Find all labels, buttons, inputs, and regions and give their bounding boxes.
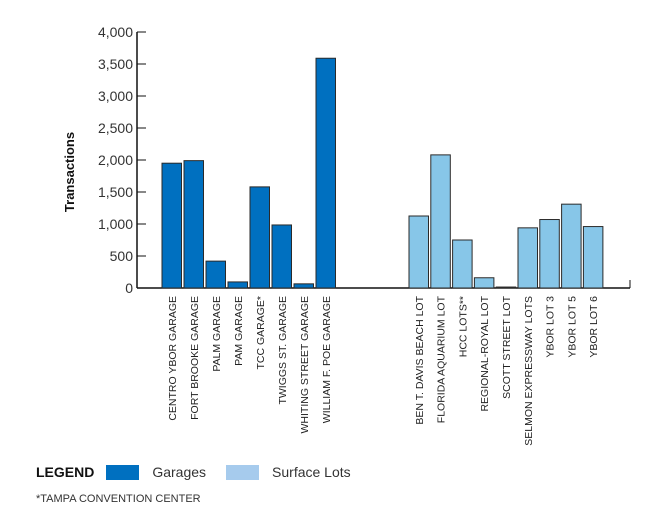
x-tick-label: REGIONAL-ROYAL LOT (479, 295, 491, 411)
bar-whiting-street-garage (293, 283, 314, 289)
y-tick-label: 3,500 (98, 56, 133, 72)
y-tick-label: 2,500 (98, 120, 133, 136)
y-tick-label: 1,000 (98, 216, 133, 232)
bar-fort-brooke-garage (183, 160, 204, 289)
footnote: *TAMPA CONVENTION CENTER (36, 493, 201, 505)
y-tick-label: 3,000 (98, 88, 133, 104)
legend-label-surface-lots: Surface Lots (272, 464, 351, 480)
bar-palm-garage (205, 260, 226, 289)
y-tick-label: 1,500 (98, 184, 133, 200)
x-tick-label: YBOR LOT 3 (545, 296, 557, 358)
bar-regional-royal-lot (473, 277, 495, 289)
y-tick-label: 2,000 (98, 152, 133, 168)
legend-label-garages: Garages (152, 464, 207, 480)
bar-selmon-expressway-lots (517, 227, 538, 289)
y-tick-label: 500 (110, 248, 134, 264)
bar-florida-aquarium-lot (430, 154, 451, 289)
legend-swatch-garages (106, 464, 140, 480)
bar-twiggs-st-garage (271, 224, 292, 289)
x-tick-label: FLORIDA AQUARIUM LOT (436, 295, 448, 423)
bar-tcc-garage (249, 186, 270, 289)
bar-scott-street-lot (495, 286, 517, 289)
bar-ben-t-davis-beach-lot (408, 215, 429, 289)
x-tick-label: YBOR LOT 6 (588, 296, 600, 358)
bar-hcc-lots (452, 239, 473, 289)
bar-william-f-poe-garage (315, 57, 336, 289)
bar-centro-ybor-garage (161, 162, 182, 289)
legend: LEGEND Garages Surface Lots (36, 464, 351, 480)
x-tick-label: CENTRO YBOR GARAGE (167, 296, 179, 421)
legend-title: LEGEND (36, 464, 95, 480)
x-tick-label: HCC LOTS** (457, 296, 469, 357)
bar-pam-garage (227, 281, 248, 289)
x-tick-label: FORT BROOKE GARAGE (189, 296, 201, 420)
x-tick-label: YBOR LOT 5 (566, 296, 578, 358)
x-tick-label: WILLIAM F. POE GARAGE (321, 296, 333, 423)
legend-swatch-surface-lots (226, 464, 260, 480)
x-tick-label: PALM GARAGE (211, 296, 223, 372)
x-tick-label: BEN T. DAVIS BEACH LOT (414, 295, 426, 424)
x-tick-label: TCC GARAGE* (255, 296, 267, 370)
y-axis-label: Transactions (62, 132, 77, 212)
bar-ybor-lot-3 (539, 219, 560, 289)
y-tick-label: 0 (125, 280, 133, 296)
bar-ybor-lot-5 (561, 203, 582, 289)
bar-ybor-lot-6 (582, 226, 604, 289)
x-tick-label: SCOTT STREET LOT (501, 295, 513, 398)
x-tick-label: TWIGGS ST. GARAGE (277, 296, 289, 405)
x-tick-label: SELMON EXPRESSWAY LOTS (523, 296, 535, 446)
y-tick-label: 4,000 (98, 24, 133, 40)
x-tick-label: PAM GARAGE (233, 296, 245, 366)
x-tick-label: WHITING STREET GARAGE (299, 296, 311, 433)
